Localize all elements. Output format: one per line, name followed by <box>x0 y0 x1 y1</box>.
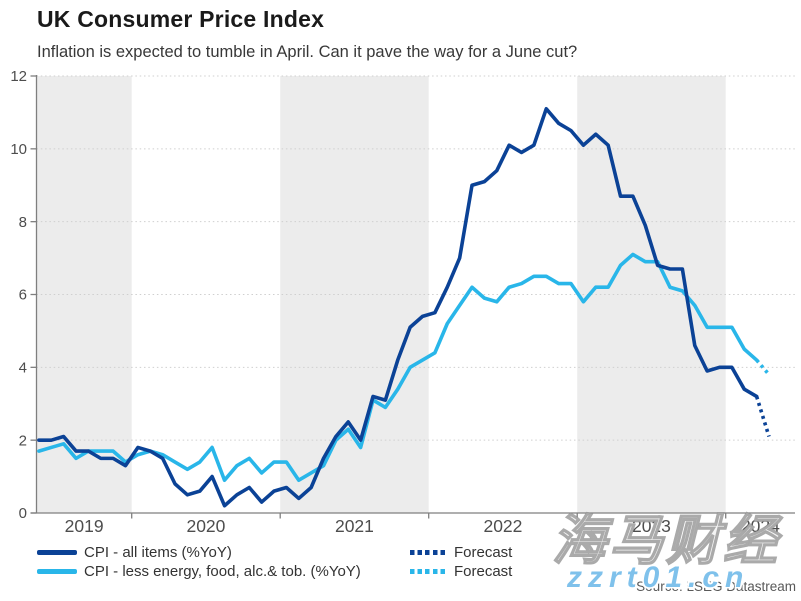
cpi-all-forecast-line <box>754 395 771 438</box>
y-tick-label-0: 0 <box>19 505 27 522</box>
legend-label-forecast-dark: Forecast <box>454 544 513 561</box>
legend-label-cpi-all: CPI - all items (%YoY) <box>84 544 232 561</box>
legend-swatch-cpi-all-line <box>37 550 77 555</box>
y-tick-label-2: 2 <box>19 432 27 449</box>
y-tick-label-4: 4 <box>19 360 27 377</box>
watermark-brand: 海马财经 <box>551 510 780 572</box>
legend-swatch-forecast-dark-dotted <box>410 550 448 555</box>
y-tick-label-6: 6 <box>19 287 27 304</box>
legend-swatch-forecast-light-dotted <box>410 569 448 574</box>
cpi-all-items-line <box>37 106 759 508</box>
legend-label-cpi-core: CPI - less energy, food, alc.& tob. (%Yo… <box>84 563 361 580</box>
legend-label-forecast-light: Forecast <box>454 563 513 580</box>
x-tick-label-2023: 2023 <box>632 516 671 536</box>
chart-subtitle: Inflation is expected to tumble in April… <box>37 43 578 61</box>
y-tick-label-12: 12 <box>10 68 27 85</box>
legend-row-cpi-all: CPI - all items (%YoY) Forecast <box>0 543 801 562</box>
y-tick-label-8: 8 <box>19 214 27 231</box>
cpi-core-forecast-line <box>755 358 771 376</box>
source-note: Source: LSEG Datastream <box>636 579 796 594</box>
x-tick-label-2022: 2022 <box>483 516 522 536</box>
x-tick-label-2021: 2021 <box>335 516 374 536</box>
legend-swatch-cpi-core-line <box>37 569 77 574</box>
chart-title: UK Consumer Price Index <box>37 6 325 32</box>
x-tick-label-2020: 2020 <box>186 516 225 536</box>
y-tick-label-10: 10 <box>10 141 27 158</box>
legend-row-cpi-core: CPI - less energy, food, alc.& tob. (%Yo… <box>0 562 801 581</box>
x-tick-label-2019: 2019 <box>65 516 104 536</box>
x-tick-label-2024: 2024 <box>741 516 780 536</box>
cpi-core-line <box>37 252 759 483</box>
watermark-site: zzrt01.cn <box>567 561 750 594</box>
